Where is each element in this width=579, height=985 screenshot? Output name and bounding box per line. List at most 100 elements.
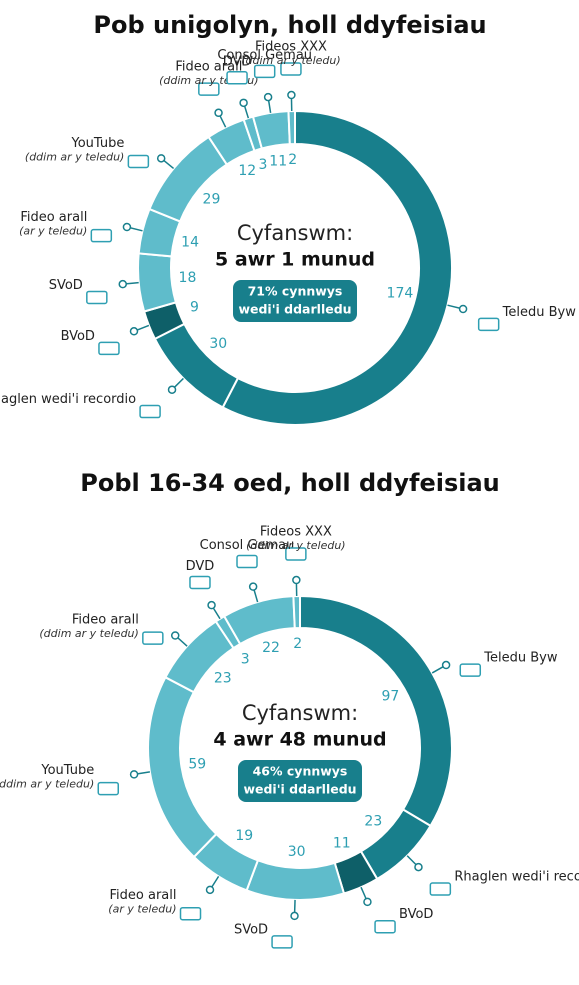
category-label: BVoD — [399, 907, 433, 922]
icon — [86, 290, 108, 305]
center-label: Cyfanswm: — [242, 701, 358, 725]
leader-dot — [292, 575, 301, 585]
broadcast-box — [233, 280, 357, 322]
center-label: Cyfanswm: — [237, 221, 353, 245]
icon — [271, 935, 293, 949]
icon — [97, 781, 120, 796]
category-label: Consol Gemau — [217, 48, 312, 63]
chart-title: Pob unigolyn, holl ddyfeisiau — [93, 11, 486, 39]
data-label: 14 — [181, 234, 199, 250]
leader-dot — [205, 885, 215, 895]
category-label: SVoD — [49, 278, 83, 293]
data-label: 97 — [382, 689, 400, 705]
data-label: 174 — [387, 286, 414, 302]
broadcast-note: 71% cynnwys — [248, 284, 343, 299]
broadcast-note: wedi'i ddarlledu — [243, 782, 356, 797]
category-note: (ddim ar y teledu) — [0, 778, 94, 791]
donut-segment — [221, 109, 453, 426]
icon — [374, 919, 396, 934]
icon — [127, 154, 150, 169]
broadcast-box — [238, 760, 362, 802]
category-label: DVD — [223, 54, 252, 69]
leader-dot — [207, 600, 216, 610]
icon — [253, 64, 276, 79]
data-label: 3 — [258, 157, 267, 173]
category-label: BVoD — [61, 329, 95, 344]
leader-dot — [263, 92, 273, 102]
data-label: 30 — [209, 336, 227, 352]
data-label: 23 — [364, 814, 382, 830]
category-label: DVD — [186, 559, 215, 574]
leader-dot — [287, 90, 296, 100]
data-label: 59 — [188, 756, 206, 772]
category-note: (ddim ar y teledu) — [39, 627, 138, 640]
icon — [139, 404, 161, 419]
category-note: (ar y teledu) — [108, 903, 176, 916]
category-label: Fideos XXX — [260, 525, 332, 540]
data-label: 3 — [241, 652, 250, 668]
leader-dot — [363, 897, 372, 907]
category-label: Fideo arall — [110, 888, 177, 903]
icon — [98, 341, 120, 356]
leader-dot — [458, 304, 468, 314]
icon — [280, 62, 302, 76]
data-label: 2 — [288, 152, 297, 168]
icon — [90, 228, 113, 243]
category-label: SVoD — [234, 922, 268, 937]
leader-dot — [414, 862, 423, 872]
donut-segment — [292, 594, 301, 630]
icon — [179, 906, 202, 921]
leader-dot — [122, 222, 132, 232]
leader-dot — [214, 108, 223, 118]
broadcast-note: 46% cynnwys — [253, 764, 348, 779]
category-label: Teledu Byw — [502, 305, 577, 320]
icon — [142, 631, 164, 645]
donut-segment — [245, 859, 346, 901]
data-label: 18 — [179, 270, 197, 286]
category-label: Fideos XXX — [255, 40, 327, 55]
data-label: 9 — [190, 300, 199, 316]
data-label: 23 — [214, 670, 232, 686]
icon — [226, 71, 248, 85]
leader-dot — [170, 631, 180, 640]
donut-segment — [137, 252, 178, 313]
donut-segment — [287, 109, 296, 146]
icon — [198, 82, 220, 96]
data-label: 12 — [238, 163, 256, 179]
icon — [429, 882, 452, 896]
leader-dot — [239, 98, 248, 108]
icon — [189, 575, 211, 590]
category-label: YouTube — [40, 763, 94, 778]
category-label: Rhaglen wedi'i recordio — [0, 392, 136, 407]
data-label: 11 — [333, 835, 351, 851]
center-total: 5 awr 1 munud — [215, 249, 375, 271]
category-note: (ar y teledu) — [19, 225, 87, 238]
chart-title: Pobl 16-34 oed, holl ddyfeisiau — [80, 469, 500, 497]
category-label: Fideo arall — [72, 613, 139, 628]
category-label: Rhaglen wedi'i recordio — [454, 870, 579, 885]
center-total: 4 awr 48 munud — [213, 729, 386, 751]
broadcast-note: wedi'i ddarlledu — [238, 302, 351, 317]
category-label: Teledu Byw — [483, 651, 558, 666]
leader-dot — [129, 327, 139, 336]
icon — [459, 663, 482, 677]
icon — [236, 554, 258, 569]
leader-dot — [167, 385, 177, 394]
data-label: 22 — [262, 640, 280, 656]
leader-dot — [290, 911, 299, 921]
leader-dot — [248, 582, 258, 591]
data-label: 19 — [235, 828, 253, 844]
donut-segment — [148, 135, 229, 223]
leader-dot — [441, 660, 451, 670]
category-label: Consol Gemau — [200, 538, 295, 553]
icon — [285, 547, 307, 561]
leader-dot — [129, 770, 139, 779]
category-label: Fideo arall — [175, 60, 242, 75]
data-label: 30 — [288, 844, 306, 860]
leader-dot — [118, 279, 128, 289]
category-label: YouTube — [70, 136, 124, 151]
category-note: (ddim ar y teledu) — [246, 539, 345, 552]
icon — [477, 317, 500, 332]
leader-dot — [156, 154, 166, 163]
